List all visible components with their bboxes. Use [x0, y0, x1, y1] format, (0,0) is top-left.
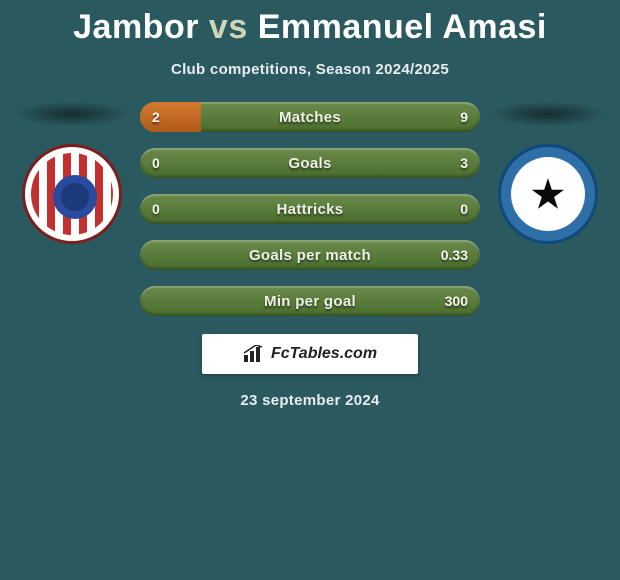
player1-name: Jambor	[73, 8, 199, 46]
stat-value-right: 0.33	[441, 247, 468, 263]
stat-bars: 2 Matches 9 0 Goals 3 0 Hattricks 0 Goals per mat…	[140, 102, 480, 316]
stat-value-left: 2	[152, 109, 160, 125]
player-shadow	[493, 102, 603, 126]
stat-value-right: 9	[460, 109, 468, 125]
stat-value-right: 3	[460, 155, 468, 171]
stat-label: Goals	[288, 155, 331, 172]
club-badge-right: ★	[498, 144, 598, 244]
left-side	[12, 102, 132, 244]
comparison-title: Jambor vs Emmanuel Amasi	[0, 0, 620, 47]
stat-bar: 2 Matches 9	[140, 102, 480, 132]
stat-label: Goals per match	[249, 247, 371, 264]
star-icon: ★	[529, 170, 567, 219]
stat-label: Matches	[279, 109, 341, 126]
date-label: 23 september 2024	[0, 392, 620, 409]
stat-value-left: 0	[152, 155, 160, 171]
stat-bar: Min per goal 300	[140, 286, 480, 316]
stat-label: Hattricks	[277, 201, 344, 218]
player-shadow	[17, 102, 127, 126]
chart-icon	[243, 345, 265, 363]
stat-value-left: 0	[152, 201, 160, 217]
stat-bar-fill-left	[140, 102, 201, 132]
stat-label: Min per goal	[264, 293, 356, 310]
main-content: 2 Matches 9 0 Goals 3 0 Hattricks 0 Goals per mat…	[0, 102, 620, 316]
player2-name: Emmanuel Amasi	[258, 8, 547, 46]
stat-value-right: 300	[445, 293, 468, 309]
club-badge-left	[22, 144, 122, 244]
stat-bar: 0 Hattricks 0	[140, 194, 480, 224]
stat-bar: Goals per match 0.33	[140, 240, 480, 270]
competition-subtitle: Club competitions, Season 2024/2025	[0, 61, 620, 78]
watermark-text: FcTables.com	[271, 345, 377, 363]
watermark: FcTables.com	[202, 334, 418, 374]
stat-value-right: 0	[460, 201, 468, 217]
vs-separator: vs	[209, 8, 248, 46]
stat-bar: 0 Goals 3	[140, 148, 480, 178]
right-side: ★	[488, 102, 608, 244]
